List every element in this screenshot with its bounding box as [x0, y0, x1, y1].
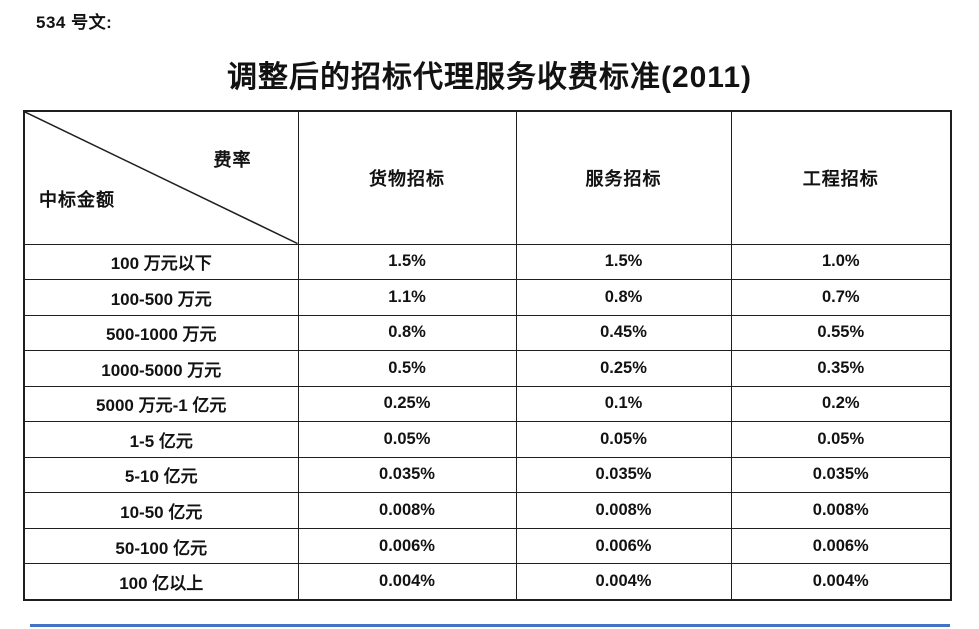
rate-cell: 0.004% — [297, 563, 517, 601]
rate-cell: 1.5% — [515, 243, 732, 281]
rate-cell: 0.035% — [515, 456, 732, 494]
rate-cell: 0.008% — [515, 492, 732, 529]
row-label: 100-500 万元 — [23, 279, 299, 316]
corner-header-cell: 费率 中标金额 — [23, 110, 299, 245]
rate-cell: 0.55% — [730, 314, 952, 352]
rate-cell: 0.008% — [297, 492, 517, 529]
column-header-service: 服务招标 — [515, 110, 732, 245]
page-title: 调整后的招标代理服务收费标准(2011) — [226, 61, 753, 94]
row-label: 1000-5000 万元 — [23, 350, 299, 387]
rate-cell: 0.004% — [730, 563, 952, 601]
rate-cell: 0.05% — [297, 421, 517, 458]
rate-cell: 0.8% — [515, 279, 732, 316]
table-row: 5000 万元-1 亿元 0.25% 0.1% 0.2% — [23, 385, 952, 423]
rate-cell: 1.5% — [297, 243, 517, 281]
row-label: 500-1000 万元 — [23, 314, 299, 352]
rate-cell: 0.05% — [515, 421, 732, 458]
table-row: 500-1000 万元 0.8% 0.45% 0.55% — [23, 314, 952, 352]
rate-cell: 0.004% — [515, 563, 732, 601]
rate-cell: 0.006% — [730, 527, 952, 565]
table-row: 10-50 亿元 0.008% 0.008% 0.008% — [23, 492, 952, 529]
rate-cell: 0.5% — [297, 350, 517, 387]
doc-reference-label: 534 号文: — [36, 13, 113, 32]
table-row: 100 万元以下 1.5% 1.5% 1.0% — [23, 243, 952, 281]
row-label: 1-5 亿元 — [23, 421, 299, 458]
table-header-row: 费率 中标金额 货物招标 服务招标 工程招标 — [23, 110, 952, 245]
row-label: 10-50 亿元 — [23, 492, 299, 529]
table-row: 5-10 亿元 0.035% 0.035% 0.035% — [23, 456, 952, 494]
rate-cell: 0.7% — [730, 279, 952, 316]
rate-cell: 0.25% — [515, 350, 732, 387]
rate-cell: 0.1% — [515, 385, 732, 423]
rate-cell: 1.0% — [730, 243, 952, 281]
fee-table: 费率 中标金额 货物招标 服务招标 工程招标 100 万元以下 1.5% 1.5… — [23, 110, 952, 601]
row-label: 5000 万元-1 亿元 — [23, 385, 299, 423]
table-row: 100 亿以上 0.004% 0.004% 0.004% — [23, 563, 952, 601]
rate-cell: 0.8% — [297, 314, 517, 352]
rate-cell: 0.035% — [730, 456, 952, 494]
rate-cell: 0.006% — [515, 527, 732, 565]
rate-cell: 0.008% — [730, 492, 952, 529]
rate-cell: 1.1% — [297, 279, 517, 316]
row-label: 100 万元以下 — [23, 243, 299, 281]
rate-cell: 0.35% — [730, 350, 952, 387]
rate-cell: 0.05% — [730, 421, 952, 458]
column-header-goods: 货物招标 — [297, 110, 517, 245]
corner-label-amount: 中标金额 — [39, 189, 115, 210]
table-row: 1-5 亿元 0.05% 0.05% 0.05% — [23, 421, 952, 458]
table-row: 50-100 亿元 0.006% 0.006% 0.006% — [23, 527, 952, 565]
rate-cell: 0.25% — [297, 385, 517, 423]
corner-label-rate: 费率 — [213, 150, 252, 170]
rate-cell: 0.2% — [730, 385, 952, 423]
rate-cell: 0.035% — [297, 456, 517, 494]
rate-cell: 0.45% — [515, 314, 732, 352]
bottom-blue-rule — [30, 624, 950, 627]
row-label: 5-10 亿元 — [23, 456, 299, 494]
rate-cell: 0.006% — [297, 527, 517, 565]
row-label: 50-100 亿元 — [23, 527, 299, 565]
row-label: 100 亿以上 — [23, 563, 299, 601]
table-row: 100-500 万元 1.1% 0.8% 0.7% — [23, 279, 952, 316]
diagonal-divider-line — [25, 112, 298, 244]
table-row: 1000-5000 万元 0.5% 0.25% 0.35% — [23, 350, 952, 387]
column-header-engineering: 工程招标 — [730, 110, 952, 245]
